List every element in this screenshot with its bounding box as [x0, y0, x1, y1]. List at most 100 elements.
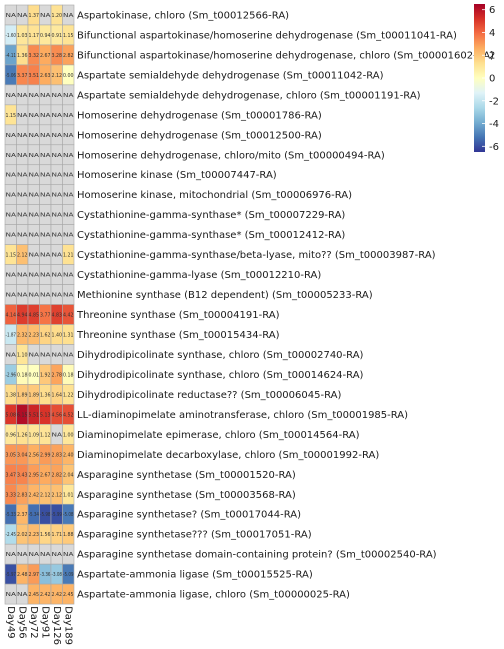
cell-value-label: 3.28: [52, 53, 63, 59]
cell-value-label: 2.23: [29, 333, 40, 339]
row-label: Aspartate semialdehyde dehydrogenase (Sm…: [77, 70, 384, 81]
cell-value-label: NA: [40, 293, 51, 299]
cell-value-label: 2.32: [17, 333, 28, 339]
cell-value-label: -5.09: [63, 572, 74, 578]
cell-value-label: 1.62: [40, 333, 51, 339]
cell-value-label: 1.38: [6, 392, 17, 398]
row-label: Asparagine synthetase domain-containing …: [77, 550, 437, 561]
cell-value-label: NA: [29, 273, 40, 279]
cell-value-label: NA: [17, 293, 28, 299]
cell-value-label: 2.04: [63, 472, 74, 478]
cell-value-label: -5.06: [6, 73, 17, 79]
cell-value-label: 0.18: [63, 372, 74, 378]
cell-value-label: 3.33: [6, 492, 17, 498]
row-label: Asparagine synthetase??? (Sm_t00017051-R…: [77, 530, 312, 541]
cell-value-label: 1.56: [40, 532, 51, 538]
cell-value-label: NA: [17, 153, 28, 159]
cell-value-label: NA: [52, 253, 63, 259]
cell-value-label: 2.78: [52, 372, 63, 378]
cell-value-label: NA: [6, 592, 17, 598]
cell-value-label: 2.23: [29, 532, 40, 538]
column-label: Day72: [28, 606, 39, 638]
row-label: Homoserine dehydrogenase (Sm_t00001786-R…: [77, 110, 322, 121]
cell-value-label: NA: [6, 173, 17, 179]
row-label: Aspartate-ammonia ligase (Sm_t00015525-R…: [77, 570, 313, 581]
cell-value-label: 2.48: [17, 572, 28, 578]
cell-value-label: NA: [40, 233, 51, 239]
cell-value-label: NA: [63, 133, 74, 139]
cell-value-label: NA: [40, 193, 51, 199]
cell-value-label: 2.12: [17, 253, 28, 259]
cell-value-label: 0.91: [52, 33, 63, 39]
row-label: Dihydrodipicolinate reductase?? (Sm_t000…: [77, 390, 341, 401]
cell-value-label: NA: [40, 13, 51, 19]
cell-value-label: 1.36: [17, 53, 28, 59]
row-label: Aspartate-ammonia ligase, chloro (Sm_t00…: [77, 590, 350, 601]
cell-value-label: 3.43: [17, 472, 28, 478]
colorbar-gradient: [474, 4, 485, 152]
cell-value-label: NA: [63, 293, 74, 299]
cell-value-label: NA: [29, 153, 40, 159]
cell-value-label: 3.04: [17, 452, 28, 458]
colorbar-tick-label: -4: [489, 119, 499, 130]
row-label: Threonine synthase (Sm_t00015434-RA): [76, 330, 280, 341]
cell-value-label: NA: [63, 233, 74, 239]
row-label: Homoserine dehydrogenase, chloro/mito (S…: [77, 150, 385, 161]
cell-value-label: NA: [6, 352, 17, 358]
cell-value-label: 4.42: [63, 313, 74, 319]
cell-value-label: 0.94: [40, 33, 51, 39]
cell-value-label: NA: [40, 133, 51, 139]
cell-value-label: 5.08: [6, 412, 17, 418]
row-label: Aspartate semialdehyde dehydrogenase, ch…: [77, 90, 421, 101]
cell-value-label: NA: [17, 213, 28, 219]
cell-value-label: 0.18: [17, 372, 28, 378]
cell-value-label: -2.45: [6, 532, 17, 538]
row-label: Asparagine synthetase? (Sm_t00017044-RA): [77, 510, 301, 521]
cell-value-label: 1.20: [52, 13, 63, 19]
cell-value-label: 1.88: [63, 532, 74, 538]
cell-value-label: NA: [17, 193, 28, 199]
cell-value-label: 1.00: [63, 432, 74, 438]
cell-value-label: NA: [17, 592, 28, 598]
cell-value-label: 1.40: [52, 333, 63, 339]
cell-value-label: 2.56: [29, 452, 40, 458]
row-label: Methionine synthase (B12 dependent) (Sm_…: [77, 290, 373, 301]
cell-value-label: 3.32: [29, 53, 40, 59]
cell-value-label: NA: [17, 273, 28, 279]
cell-value-label: 5.13: [40, 412, 51, 418]
row-label: Dihydrodipicolinate synthase, chloro (Sm…: [77, 370, 364, 381]
cell-value-label: NA: [29, 173, 40, 179]
cell-value-label: 4.14: [6, 313, 17, 319]
cell-value-label: 1.10: [17, 352, 28, 358]
cell-value-label: NA: [17, 133, 28, 139]
cell-value-label: 2.42: [52, 592, 63, 598]
cell-value-label: 2.12: [52, 492, 63, 498]
cell-value-label: 2.37: [17, 512, 28, 518]
cell-value-label: NA: [40, 153, 51, 159]
cell-value-label: -5.34: [29, 512, 40, 518]
cell-value-label: NA: [29, 113, 40, 119]
cell-value-label: -4.11: [6, 53, 17, 59]
row-label: Homoserine kinase, mitochondrial (Sm_t00…: [77, 190, 352, 201]
cell-value-label: 2.83: [17, 492, 28, 498]
cell-value-label: 1.36: [40, 392, 51, 398]
cell-value-label: NA: [29, 133, 40, 139]
cell-value-label: 2.45: [63, 592, 74, 598]
cell-value-label: 1.09: [29, 432, 40, 438]
cell-value-label: 5.51: [29, 412, 40, 418]
cell-value-label: NA: [52, 293, 63, 299]
cell-value-label: 1.71: [52, 532, 63, 538]
row-label: Aspartokinase, chloro (Sm_t00012566-RA): [77, 10, 289, 21]
cell-value-label: 1.89: [29, 392, 40, 398]
cell-value-label: 2.82: [63, 53, 74, 59]
cell-value-label: NA: [52, 552, 63, 558]
cell-value-label: 3.37: [17, 73, 28, 79]
cell-value-label: 2.95: [29, 472, 40, 478]
cell-value-label: NA: [29, 253, 40, 259]
cell-value-label: NA: [29, 193, 40, 199]
cell-value-label: NA: [29, 552, 40, 558]
cell-value-label: 1.01: [63, 492, 74, 498]
cell-value-label: NA: [63, 273, 74, 279]
cell-value-label: NA: [17, 113, 28, 119]
cell-value-label: 2.12: [40, 492, 51, 498]
